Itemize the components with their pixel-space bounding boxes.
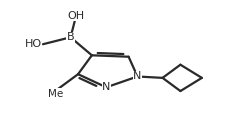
Text: HO: HO (24, 39, 42, 49)
Text: N: N (133, 72, 142, 81)
Text: Me: Me (48, 89, 63, 99)
Text: B: B (67, 32, 74, 42)
Text: N: N (102, 82, 110, 92)
Text: OH: OH (67, 11, 84, 21)
